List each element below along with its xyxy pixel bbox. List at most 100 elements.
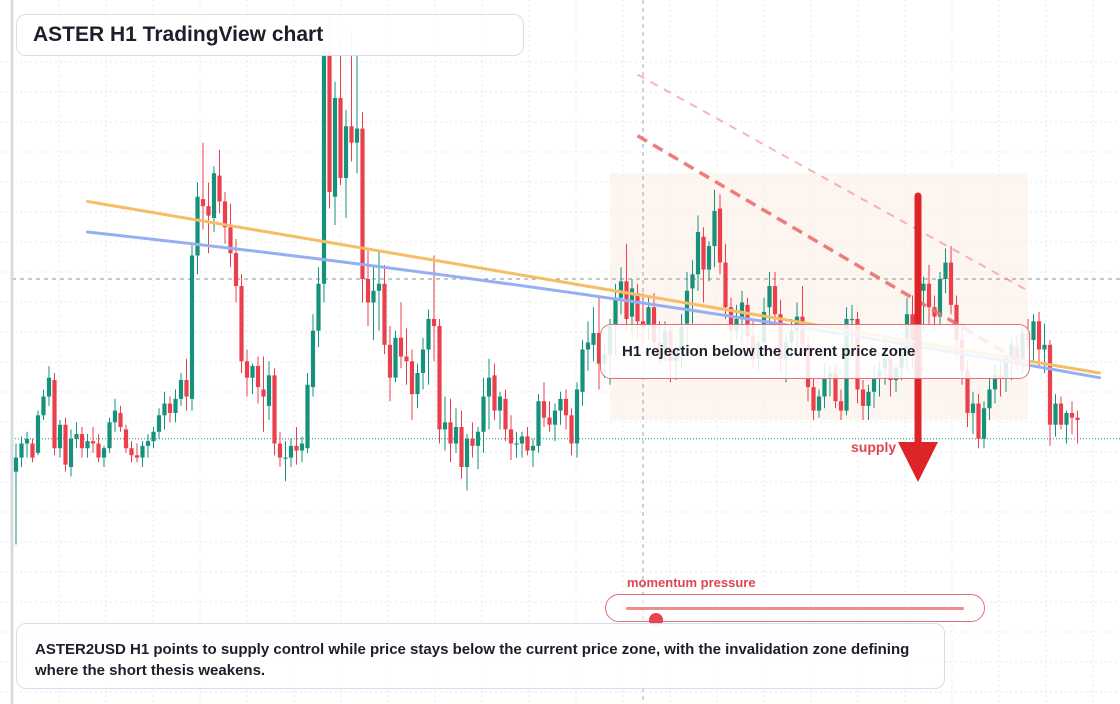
candle-body	[849, 318, 855, 321]
candle-body	[976, 403, 981, 439]
candle-body	[178, 380, 184, 399]
candle-body	[547, 417, 552, 425]
candle-body	[332, 98, 338, 197]
candle-body	[101, 448, 107, 458]
candle-body	[382, 283, 387, 345]
candle-body	[640, 321, 646, 326]
candle-body	[288, 445, 294, 458]
candle-body	[46, 377, 52, 397]
candle-body	[1064, 412, 1069, 425]
candle-body	[156, 415, 162, 432]
candle-body	[574, 389, 580, 444]
candle-body	[525, 436, 530, 451]
candle-body	[580, 349, 585, 392]
candle-body	[970, 403, 976, 413]
candle-body	[162, 403, 167, 416]
candle-body	[19, 443, 24, 458]
candle-body	[717, 208, 723, 263]
candle-body	[244, 361, 250, 378]
candle-body	[376, 283, 382, 291]
candle-body	[233, 253, 239, 287]
candle-body	[206, 206, 211, 216]
candle-body	[728, 307, 734, 331]
candle-body	[112, 410, 118, 423]
candle-body	[497, 396, 503, 411]
candle-body	[822, 377, 827, 397]
candle-body	[211, 173, 217, 218]
candle-body	[684, 290, 690, 324]
candle-body	[327, 51, 332, 193]
candle-body	[294, 445, 299, 451]
candle-body	[508, 429, 514, 444]
candle-body	[261, 389, 266, 397]
candle-body	[1042, 344, 1047, 350]
candle-body	[360, 128, 365, 279]
candle-body	[470, 438, 475, 446]
candle-body	[79, 434, 85, 449]
candle-body	[404, 356, 409, 362]
momentum-label: momentum pressure	[627, 575, 756, 590]
candle-body	[189, 255, 195, 399]
candle-body	[816, 396, 822, 411]
candle-body	[613, 297, 618, 326]
supply-zone	[610, 173, 1028, 420]
candle-body	[129, 448, 134, 456]
bearish-arrow-head	[898, 442, 938, 482]
candle-body	[393, 337, 398, 378]
candle-body	[481, 396, 486, 432]
candle-body	[860, 389, 866, 406]
candle-body	[1053, 403, 1058, 425]
candle-body	[365, 279, 371, 303]
candle-body	[96, 443, 101, 458]
candle-body	[569, 415, 574, 444]
candle-body	[1069, 412, 1075, 418]
candle-body	[937, 279, 943, 317]
candle-body	[464, 438, 470, 467]
candle-body	[635, 293, 640, 322]
candle-body	[943, 262, 948, 279]
candle-body	[305, 384, 310, 449]
candle-body	[272, 375, 277, 444]
candle-body	[316, 283, 321, 331]
candle-body	[1031, 321, 1036, 341]
candle-body	[239, 286, 244, 362]
candle-body	[222, 201, 228, 228]
candle-body	[767, 286, 772, 308]
rejection-callout: H1 rejection below the current price zon…	[600, 324, 1030, 379]
candle-body	[90, 441, 96, 444]
candle-body	[1036, 321, 1042, 350]
bearish-arrow-layer	[898, 192, 938, 482]
candle-body	[1047, 344, 1053, 425]
analysis-summary-card: ASTER2USD H1 points to supply control wh…	[16, 623, 945, 689]
candle-body	[646, 307, 651, 326]
candle-body	[310, 330, 316, 388]
candle-body	[563, 398, 569, 416]
candle-body	[811, 387, 816, 411]
candle-body	[965, 370, 970, 413]
candle-body	[387, 344, 393, 378]
candle-body	[948, 262, 954, 305]
candle-body	[41, 396, 46, 416]
candle-body	[74, 434, 79, 439]
candle-body	[772, 286, 778, 315]
candle-body	[145, 441, 151, 446]
candle-body	[690, 274, 695, 289]
candle-body	[1075, 417, 1080, 420]
candle-body	[794, 316, 800, 331]
candle-body	[981, 408, 987, 439]
candle-body	[228, 227, 233, 254]
candle-body	[266, 375, 272, 406]
candle-body	[35, 415, 41, 453]
momentum-track	[626, 607, 964, 627]
candle-body	[57, 424, 63, 449]
candle-body	[536, 401, 541, 446]
candle-body	[13, 457, 19, 472]
candle-body	[503, 398, 508, 430]
candle-body	[866, 391, 871, 406]
candle-body	[409, 361, 415, 395]
candle-body	[30, 443, 35, 458]
candle-body	[833, 373, 838, 402]
candle-body	[530, 445, 536, 451]
candle-body	[618, 281, 624, 298]
candle-body	[140, 445, 145, 458]
